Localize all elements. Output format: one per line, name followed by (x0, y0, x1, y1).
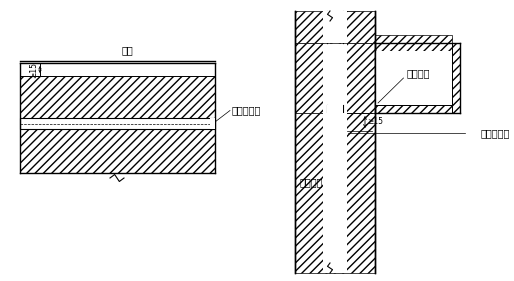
Bar (327, 105, 343, 113)
Bar (210, 118, 215, 129)
Bar (295, 113, 375, 273)
Bar (295, 43, 375, 113)
Bar (339, 35, 452, 43)
Bar (452, 43, 460, 113)
Bar (375, 51, 452, 105)
Bar (331, 35, 375, 43)
Bar (295, 11, 375, 43)
Text: ≥15: ≥15 (29, 62, 39, 78)
Bar (323, 113, 347, 273)
Bar (20, 129, 215, 173)
Bar (323, 113, 327, 258)
Text: 缆线保护管: 缆线保护管 (232, 105, 262, 115)
Bar (323, 11, 327, 43)
Bar (20, 118, 215, 129)
Text: ≥15: ≥15 (367, 117, 383, 126)
Bar (375, 105, 460, 113)
Bar (327, 11, 359, 43)
Bar (331, 105, 375, 113)
Text: 墙（柱）: 墙（柱） (300, 177, 323, 187)
Bar (327, 11, 343, 43)
Text: 缆线保护管: 缆线保护管 (481, 128, 510, 138)
Bar (327, 35, 343, 43)
Bar (323, 11, 347, 43)
Bar (375, 43, 460, 51)
Bar (343, 11, 347, 43)
Bar (20, 76, 215, 118)
Text: 箱（盒）: 箱（盒） (407, 68, 430, 78)
Bar (339, 105, 452, 113)
Text: 地坪: 地坪 (122, 45, 133, 55)
Bar (327, 113, 343, 258)
Bar (343, 113, 347, 258)
Bar (323, 43, 347, 113)
